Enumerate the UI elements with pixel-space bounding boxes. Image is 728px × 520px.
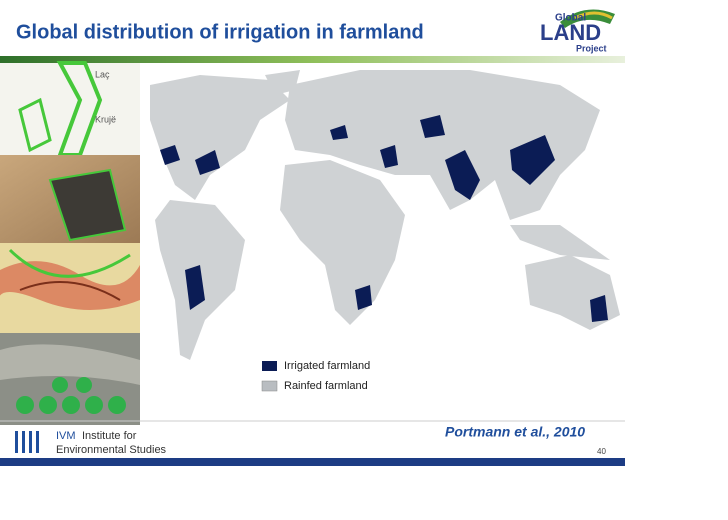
footer-bar xyxy=(0,458,625,466)
world-map xyxy=(150,70,620,360)
irrigated-areas xyxy=(160,115,608,322)
legend-label: Rainfed farmland xyxy=(284,380,368,392)
title: Global distribution of irrigation in far… xyxy=(16,21,424,43)
svg-text:Laç: Laç xyxy=(95,69,110,79)
ivm: IVM xyxy=(56,430,76,442)
logo-main: LAND xyxy=(540,20,601,45)
page-number: 40 xyxy=(597,447,606,456)
logo-top: Global xyxy=(555,13,586,24)
institute-line: Institute for xyxy=(82,430,137,442)
logo-bottom: Project xyxy=(576,43,607,53)
institute-line: Environmental Studies xyxy=(56,444,167,456)
legend: Irrigated farmland Rainfed farmland xyxy=(261,360,370,392)
ivm-logo: IVM Institute for Environmental Studies xyxy=(15,430,167,456)
svg-text:Krujë: Krujë xyxy=(95,114,116,124)
photo-strip: Laç Krujë xyxy=(0,61,140,425)
legend-swatch xyxy=(261,380,278,392)
legend-label: Irrigated farmland xyxy=(284,360,370,372)
logo: Global LAND Project xyxy=(540,9,615,53)
legend-swatch xyxy=(262,361,277,371)
citation: Portmann et al., 2010 xyxy=(445,424,585,440)
header-band xyxy=(0,56,625,63)
